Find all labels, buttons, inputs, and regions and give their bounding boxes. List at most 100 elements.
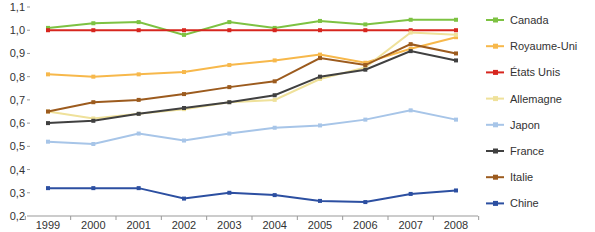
point [454, 28, 458, 32]
x-tick-label: 2003 [217, 219, 241, 231]
series-line [48, 51, 456, 123]
x-tick [25, 216, 26, 220]
legend: CanadaRoyaume-UniÉtats UnisAllemagneJapo… [486, 14, 577, 209]
point [182, 92, 186, 96]
point [273, 28, 277, 32]
point [363, 118, 367, 122]
point [227, 20, 231, 24]
point [137, 72, 141, 76]
point [363, 28, 367, 32]
x-tick-label: 2002 [172, 219, 196, 231]
point [182, 33, 186, 37]
legend-label: Royaume-Uni [510, 40, 577, 52]
point [454, 58, 458, 62]
point [227, 63, 231, 67]
point [91, 186, 95, 190]
legend-label: États Unis [510, 66, 561, 78]
point [137, 112, 141, 116]
point [227, 191, 231, 195]
chart: 0,20,30,40,50,60,70,80,91,01,11999200020… [0, 0, 595, 232]
x-tick-label: 2001 [126, 219, 150, 231]
point [454, 51, 458, 55]
point [409, 42, 413, 46]
point [46, 140, 50, 144]
point [318, 199, 322, 203]
point [454, 18, 458, 22]
point [318, 53, 322, 57]
series-line [48, 188, 456, 202]
legend-label: Italie [510, 171, 533, 183]
series-line [48, 29, 456, 31]
point [273, 93, 277, 97]
point [137, 112, 141, 116]
x-tick [70, 216, 71, 220]
point [273, 98, 277, 102]
legend-marker [493, 149, 498, 154]
y-tick-label: 0,2 [10, 210, 25, 222]
series-line [48, 20, 456, 35]
x-tick-label: 2007 [398, 219, 422, 231]
point [182, 70, 186, 74]
x-tick-label: 2008 [444, 219, 468, 231]
point [363, 22, 367, 26]
point [454, 33, 458, 37]
point [318, 75, 322, 79]
point [227, 132, 231, 136]
point [137, 132, 141, 136]
point [46, 110, 50, 114]
point [273, 193, 277, 197]
point [227, 85, 231, 89]
x-tick [161, 216, 162, 220]
x-tick [388, 216, 389, 220]
point [227, 100, 231, 104]
point [137, 98, 141, 102]
point [137, 186, 141, 190]
point [318, 56, 322, 60]
point [91, 75, 95, 79]
point [454, 118, 458, 122]
y-tick-label: 0,3 [10, 187, 25, 199]
point [454, 188, 458, 192]
legend-marker [493, 18, 498, 23]
point [91, 142, 95, 146]
point [91, 100, 95, 104]
point [273, 126, 277, 130]
y-tick [27, 30, 30, 31]
point [363, 68, 367, 72]
series-line [48, 33, 456, 119]
series-line [48, 110, 456, 144]
x-tick [478, 216, 479, 220]
x-tick-label: 2006 [353, 219, 377, 231]
y-tick-label: 0,7 [10, 94, 25, 106]
point [227, 28, 231, 32]
y-tick [27, 76, 30, 77]
y-tick [27, 169, 30, 170]
point [409, 31, 413, 35]
legend-marker [493, 44, 498, 49]
series-line [48, 44, 456, 111]
point [91, 28, 95, 32]
legend-marker [493, 70, 498, 75]
point [46, 110, 50, 114]
x-tick [206, 216, 207, 220]
y-tick-label: 1,1 [10, 1, 25, 13]
point [273, 79, 277, 83]
plot-area [46, 18, 458, 204]
point [91, 21, 95, 25]
point [46, 121, 50, 125]
point [409, 18, 413, 22]
legend-marker [493, 175, 498, 180]
x-tick [116, 216, 117, 220]
point [182, 106, 186, 110]
point [137, 20, 141, 24]
point [227, 100, 231, 104]
y-tick [27, 216, 30, 217]
point [182, 197, 186, 201]
x-tick-label: 2004 [262, 219, 286, 231]
point [46, 28, 50, 32]
point [318, 28, 322, 32]
point [318, 123, 322, 127]
point [137, 28, 141, 32]
legend-label: Canada [510, 14, 549, 26]
y-tick-label: 0,9 [10, 47, 25, 59]
